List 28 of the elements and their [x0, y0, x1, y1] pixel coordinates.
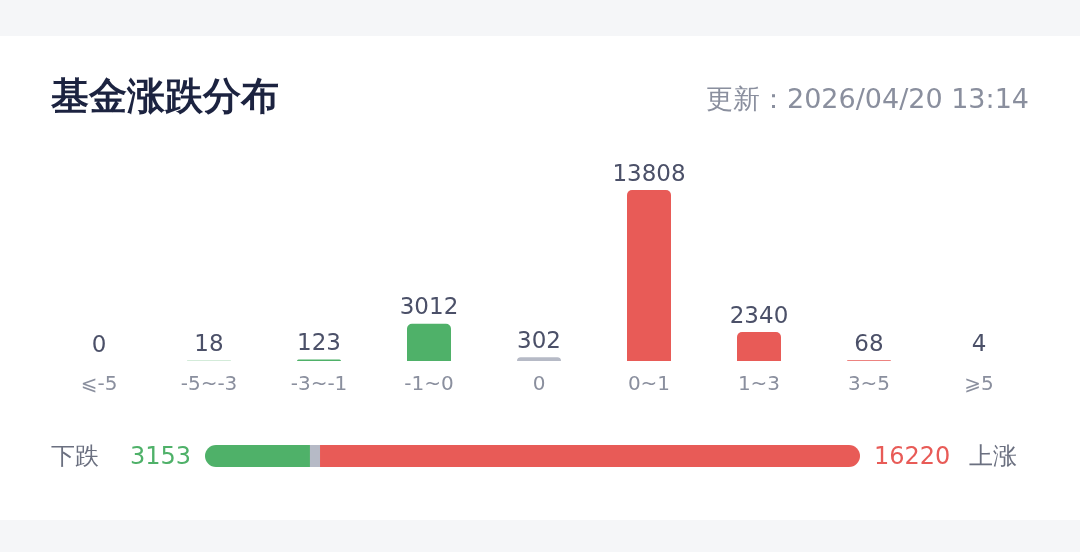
x-tick-label: -1~0: [404, 371, 454, 395]
x-tick-label: 3~5: [847, 371, 891, 395]
data-label: 68: [854, 329, 884, 356]
data-label: 3012: [399, 293, 459, 320]
x-tick-label: 1~3: [737, 371, 781, 395]
x-tick-label: ⩾5: [964, 371, 994, 395]
x-tick-label: 0: [532, 371, 546, 395]
data-label: 18: [194, 330, 224, 357]
x-tick-label: -5~-3: [180, 371, 238, 395]
data-label: 302: [517, 326, 561, 353]
data-label: 13808: [612, 159, 686, 186]
x-tick-label: -3~-1: [290, 371, 348, 395]
text: 上涨: [969, 442, 1017, 470]
x-tick-label: 0~1: [627, 371, 671, 395]
data-label: 123: [297, 328, 341, 355]
data-label: 2340: [729, 301, 789, 328]
x-tick-label: ⩽-5: [80, 371, 118, 395]
data-label: 0: [91, 330, 107, 357]
text: 下跌: [51, 442, 99, 470]
chart-title: 基金涨跌分布: [50, 74, 279, 118]
data-label: 16220: [874, 442, 951, 470]
bar: [737, 332, 781, 361]
data-label: 3153: [129, 442, 191, 470]
data-label: 4: [971, 330, 987, 357]
bar: [407, 323, 451, 361]
bar: [627, 190, 671, 361]
chart-subtitle: 更新：2026/04/20 13:14: [705, 83, 1029, 114]
bar: [517, 357, 561, 361]
